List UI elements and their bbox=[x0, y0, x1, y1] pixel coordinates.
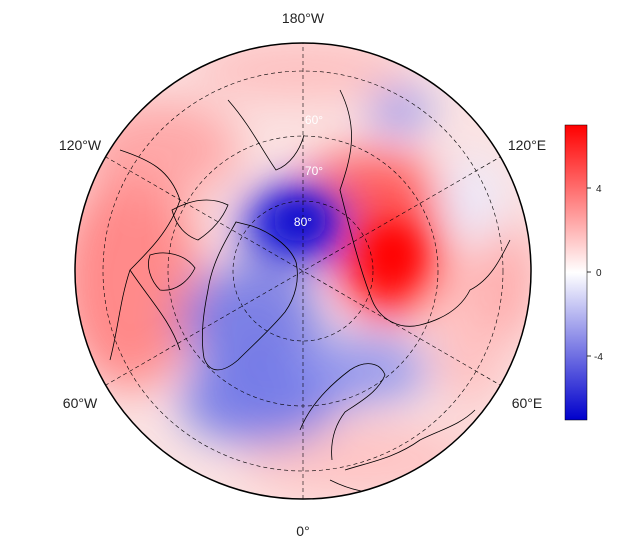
lon-label-upper-right: 120°E bbox=[508, 137, 546, 153]
lat-label-80: 80° bbox=[294, 215, 312, 229]
lon-label-lower-right: 60°E bbox=[512, 395, 543, 411]
lat-label-60: 60° bbox=[305, 113, 323, 127]
lon-label-bottom: 0° bbox=[296, 523, 309, 539]
colorbar-gradient bbox=[564, 124, 588, 421]
latitude-grid bbox=[102, 70, 504, 472]
lon-label-upper-left: 120°W bbox=[59, 137, 102, 153]
colorbar-tick-neg4: -4 bbox=[594, 352, 603, 363]
colorbar-tick-4: 4 bbox=[596, 184, 602, 195]
anomaly-field bbox=[75, 43, 531, 499]
lon-label-top: 180°W bbox=[282, 10, 325, 26]
lon-label-lower-left: 60°W bbox=[63, 395, 98, 411]
meridian-grid bbox=[98, 43, 508, 499]
map-border bbox=[74, 42, 532, 500]
colorbar-tick-0: 0 bbox=[596, 268, 602, 279]
lat-label-70: 70° bbox=[305, 164, 323, 178]
colorbar: 4 0 -4 bbox=[564, 124, 603, 421]
